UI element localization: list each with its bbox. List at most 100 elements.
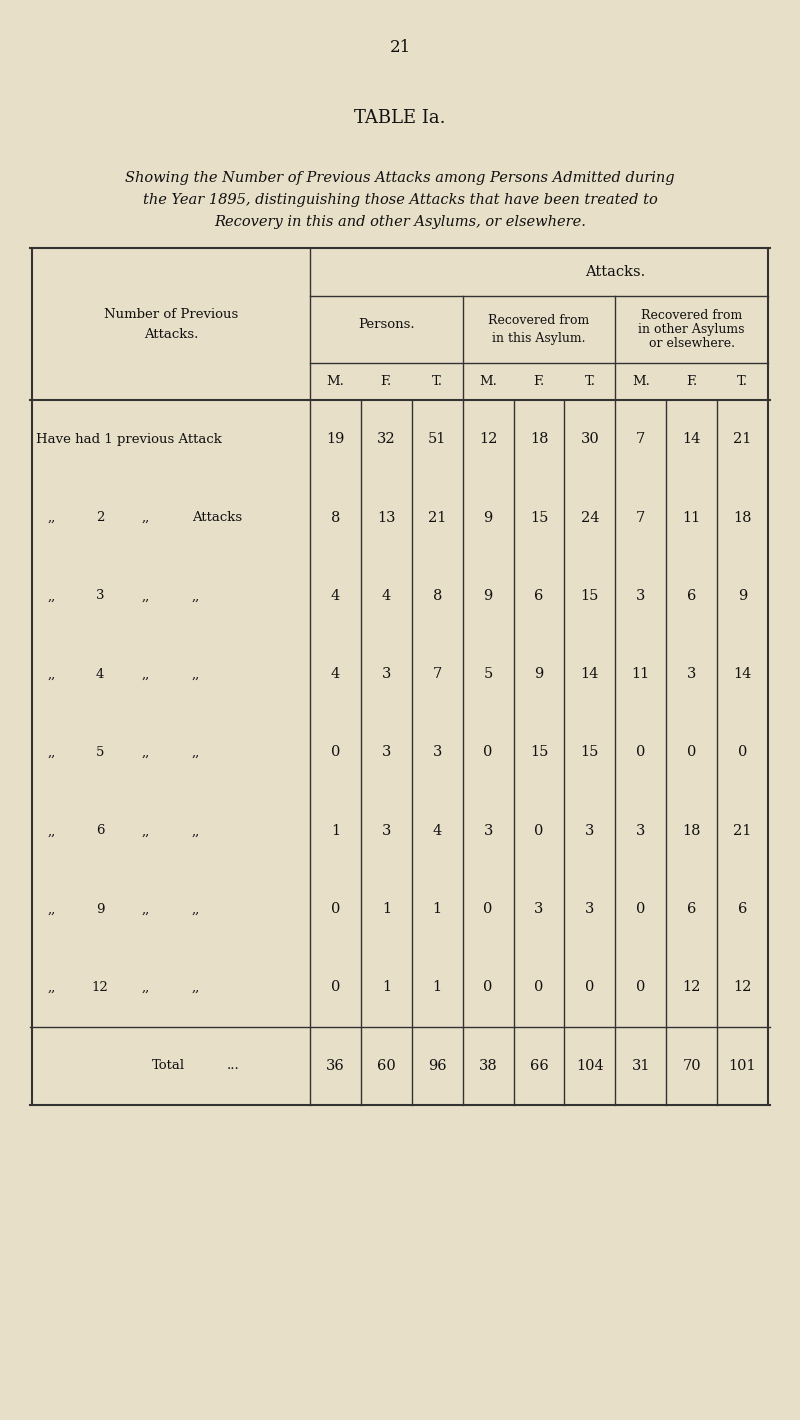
Text: 9: 9	[483, 589, 493, 604]
Text: F.: F.	[686, 375, 698, 388]
Text: 7: 7	[636, 511, 646, 524]
Text: 12: 12	[92, 981, 108, 994]
Text: 18: 18	[682, 824, 701, 838]
Text: 7: 7	[433, 667, 442, 682]
Text: 0: 0	[738, 746, 747, 760]
Text: 6: 6	[738, 902, 747, 916]
Text: ...: ...	[227, 1059, 240, 1072]
Text: Recovered from: Recovered from	[488, 314, 590, 327]
Text: 3: 3	[534, 902, 544, 916]
Text: F.: F.	[534, 375, 545, 388]
Text: 4: 4	[433, 824, 442, 838]
Text: ,,: ,,	[192, 589, 200, 602]
Text: 5: 5	[483, 667, 493, 682]
Text: ,,: ,,	[48, 511, 56, 524]
Text: ,,: ,,	[142, 511, 150, 524]
Text: 15: 15	[581, 746, 599, 760]
Text: 11: 11	[682, 511, 701, 524]
Text: 0: 0	[636, 902, 646, 916]
Text: 4: 4	[331, 667, 340, 682]
Text: ,,: ,,	[48, 589, 56, 602]
Text: ,,: ,,	[192, 981, 200, 994]
Text: 0: 0	[687, 746, 696, 760]
Text: 1: 1	[433, 902, 442, 916]
Text: 3: 3	[433, 746, 442, 760]
Text: in this Asylum.: in this Asylum.	[492, 332, 586, 345]
Text: F.: F.	[381, 375, 392, 388]
Text: 8: 8	[330, 511, 340, 524]
Text: 0: 0	[483, 902, 493, 916]
Text: ,,: ,,	[48, 981, 56, 994]
Text: in other Asylums: in other Asylums	[638, 322, 745, 337]
Text: 9: 9	[96, 903, 104, 916]
Text: 21: 21	[734, 432, 752, 446]
Text: Number of Previous: Number of Previous	[104, 308, 238, 321]
Text: Recovery in this and other Asylums, or elsewhere.: Recovery in this and other Asylums, or e…	[214, 214, 586, 229]
Text: Persons.: Persons.	[358, 318, 414, 331]
Text: 9: 9	[534, 667, 544, 682]
Text: 70: 70	[682, 1059, 701, 1074]
Text: T.: T.	[584, 375, 595, 388]
Text: 1: 1	[433, 980, 442, 994]
Text: 32: 32	[377, 432, 396, 446]
Text: 8: 8	[433, 589, 442, 604]
Text: 3: 3	[586, 902, 594, 916]
Text: 7: 7	[636, 432, 646, 446]
Text: 3: 3	[382, 667, 391, 682]
Text: Total: Total	[152, 1059, 185, 1072]
Text: 21: 21	[390, 40, 410, 57]
Text: 15: 15	[581, 589, 599, 604]
Text: 101: 101	[729, 1059, 756, 1074]
Text: 0: 0	[330, 980, 340, 994]
Text: 4: 4	[96, 667, 104, 680]
Text: 36: 36	[326, 1059, 345, 1074]
Text: Recovered from: Recovered from	[641, 310, 742, 322]
Text: 21: 21	[428, 511, 446, 524]
Text: 3: 3	[483, 824, 493, 838]
Text: ,,: ,,	[48, 667, 56, 680]
Text: 3: 3	[636, 824, 646, 838]
Text: 4: 4	[331, 589, 340, 604]
Text: T.: T.	[432, 375, 442, 388]
Text: ,,: ,,	[192, 903, 200, 916]
Text: 9: 9	[738, 589, 747, 604]
Text: ,,: ,,	[142, 589, 150, 602]
Text: 0: 0	[534, 980, 544, 994]
Text: 0: 0	[534, 824, 544, 838]
Text: 18: 18	[734, 511, 752, 524]
Text: 3: 3	[586, 824, 594, 838]
Text: 18: 18	[530, 432, 548, 446]
Text: 3: 3	[636, 589, 646, 604]
Text: 51: 51	[428, 432, 446, 446]
Text: 0: 0	[483, 746, 493, 760]
Text: 6: 6	[534, 589, 544, 604]
Text: 1: 1	[382, 902, 391, 916]
Text: 21: 21	[734, 824, 752, 838]
Text: 3: 3	[96, 589, 104, 602]
Text: 14: 14	[734, 667, 752, 682]
Text: M.: M.	[632, 375, 650, 388]
Text: or elsewhere.: or elsewhere.	[649, 337, 734, 349]
Text: 11: 11	[632, 667, 650, 682]
Text: 1: 1	[382, 980, 391, 994]
Text: Attacks: Attacks	[192, 511, 242, 524]
Text: ,,: ,,	[142, 667, 150, 680]
Text: ,,: ,,	[142, 746, 150, 760]
Text: 1: 1	[331, 824, 340, 838]
Text: M.: M.	[479, 375, 497, 388]
Text: Have had 1 previous Attack: Have had 1 previous Attack	[36, 433, 222, 446]
Text: 66: 66	[530, 1059, 548, 1074]
Text: 4: 4	[382, 589, 391, 604]
Text: 15: 15	[530, 511, 548, 524]
Text: 6: 6	[687, 589, 696, 604]
Text: 9: 9	[483, 511, 493, 524]
Text: 6: 6	[687, 902, 696, 916]
Text: 0: 0	[586, 980, 594, 994]
Text: Showing the Number of Previous Attacks among Persons Admitted during: Showing the Number of Previous Attacks a…	[125, 170, 675, 185]
Text: ,,: ,,	[48, 903, 56, 916]
Text: 31: 31	[631, 1059, 650, 1074]
Text: 3: 3	[382, 824, 391, 838]
Text: 2: 2	[96, 511, 104, 524]
Text: 38: 38	[478, 1059, 498, 1074]
Text: 30: 30	[581, 432, 599, 446]
